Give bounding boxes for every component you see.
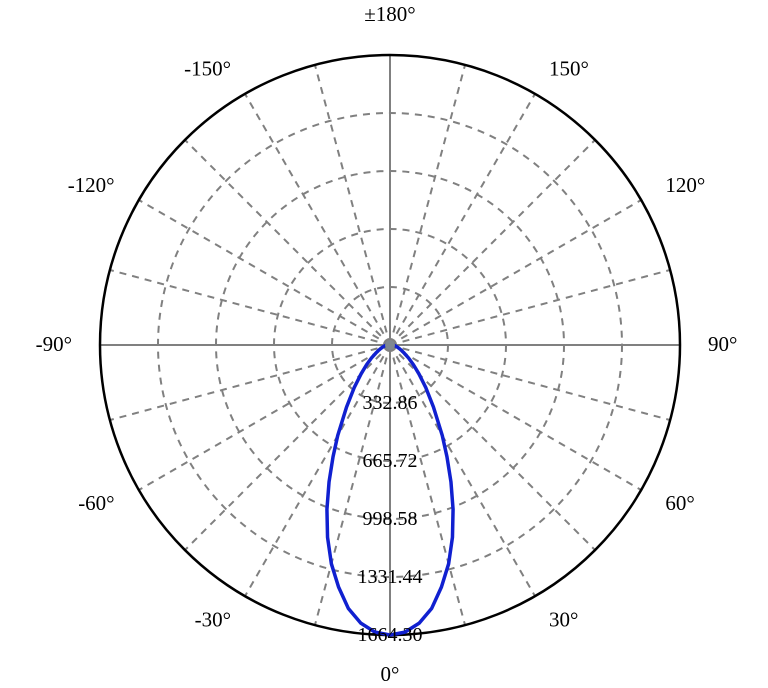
angle-label: -60°	[78, 491, 114, 515]
angle-label: -150°	[184, 57, 231, 81]
angle-label: -90°	[36, 332, 72, 356]
angle-label: 120°	[665, 173, 705, 197]
angle-label: -30°	[195, 607, 231, 631]
radial-label: 1331.44	[358, 566, 423, 588]
angle-label: 90°	[708, 332, 737, 356]
radial-label: 665.72	[363, 450, 418, 472]
radial-label: 332.86	[363, 392, 418, 414]
radial-label: 1664.30	[358, 624, 423, 646]
angle-label: ±180°	[364, 2, 415, 26]
center-dot	[385, 340, 395, 350]
angle-label: 60°	[665, 491, 694, 515]
polar-chart: 332.86 665.72 998.58 1331.44 1664.30 0° 30° 60°…	[0, 0, 768, 688]
polar-chart-svg: 332.86 665.72 998.58 1331.44 1664.30 0° 30° 60°…	[0, 0, 768, 688]
angle-label: 30°	[549, 607, 578, 631]
angle-label: 150°	[549, 57, 589, 81]
radial-label: 998.58	[363, 508, 418, 530]
angle-label: 0°	[381, 662, 400, 686]
angle-label: -120°	[68, 173, 115, 197]
